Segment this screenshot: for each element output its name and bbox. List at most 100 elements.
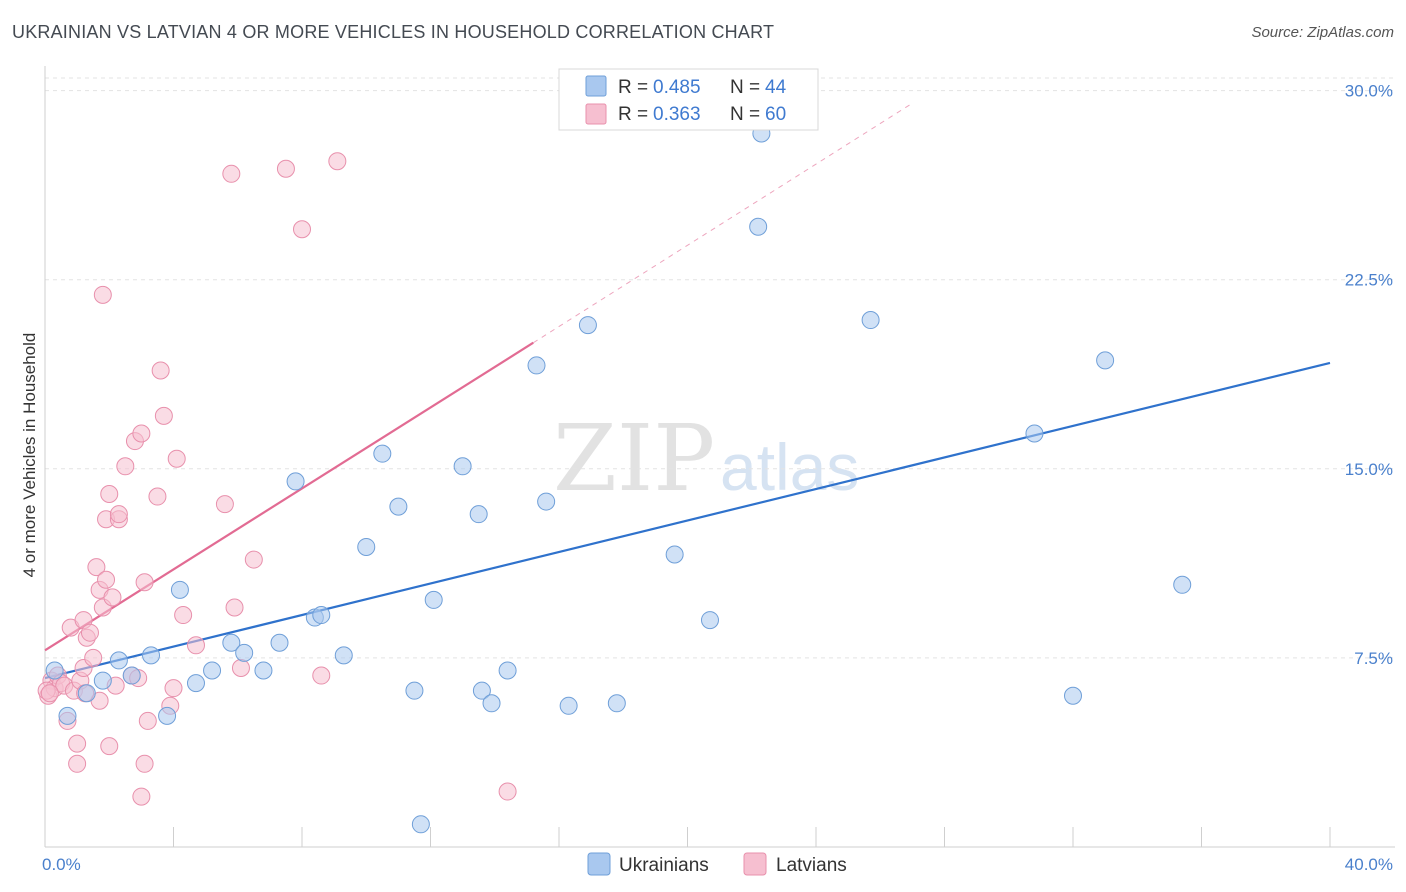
ukrainians-point-2	[77, 684, 96, 703]
ukrainians-point-17	[312, 606, 331, 625]
ukrainians-point-11	[222, 633, 241, 652]
ukrainians-point-35	[665, 545, 684, 564]
y-tick-label-3: 30.0%	[1345, 82, 1393, 101]
latvians-point-38	[138, 711, 157, 730]
source-label: Source: ZipAtlas.com	[1251, 24, 1394, 41]
legend-n-value-ukrainians: 44	[765, 77, 787, 98]
ukrainians-point-29	[498, 661, 517, 680]
ukrainians-point-0	[45, 661, 64, 680]
trend-line-latvians	[44, 341, 534, 652]
ukrainians-point-4	[109, 651, 128, 670]
ukrainians-point-22	[405, 681, 424, 700]
series-legend: Ukrainians Latvians	[587, 852, 847, 876]
stats-legend: R = 0.485 N = 44 R = 0.363 N = 60	[558, 68, 819, 131]
x-tick-labels: 0.0% 40.0%	[42, 855, 1393, 874]
latvians-point-49	[225, 598, 244, 617]
ukrainians-point-19	[357, 537, 376, 556]
latvians-points	[37, 152, 517, 806]
ukrainians-point-21	[389, 497, 408, 516]
ukrainians-point-14	[270, 633, 289, 652]
ukrainians-point-28	[482, 694, 501, 713]
y-tick-label-1: 15.0%	[1345, 460, 1393, 479]
x-tick-label-min: 0.0%	[42, 855, 81, 874]
ukrainians-point-41	[1096, 351, 1115, 370]
latvians-point-39	[148, 487, 167, 506]
ukrainians-point-23	[411, 815, 430, 834]
latvians-point-21	[93, 285, 112, 304]
latvians-point-48	[222, 164, 241, 183]
legend-n-value-latvians: 60	[765, 104, 786, 125]
ukrainians-point-32	[559, 696, 578, 715]
ukrainians-point-9	[186, 674, 205, 693]
legend-r-label-latvians: R =	[618, 104, 648, 125]
x-tick-label-max: 40.0%	[1345, 855, 1393, 874]
ukrainians-point-26	[469, 505, 488, 524]
legend-n-label-ukrainians: N =	[730, 77, 760, 98]
ukrainians-point-42	[1173, 575, 1192, 594]
latvians-point-58	[40, 684, 59, 703]
latvians-point-16	[84, 648, 103, 667]
latvians-point-55	[328, 152, 347, 171]
ukrainians-point-20	[373, 444, 392, 463]
latvians-point-43	[164, 679, 183, 698]
ukrainians-point-30	[527, 356, 546, 375]
latvians-point-56	[498, 782, 517, 801]
latvians-point-24	[100, 737, 119, 756]
legend-n-label-latvians: N =	[730, 104, 760, 125]
ukrainians-point-31	[537, 492, 556, 511]
y-tick-label-2: 22.5%	[1345, 271, 1393, 290]
y-tick-labels: 7.5% 15.0% 22.5% 30.0%	[1345, 82, 1393, 668]
ukrainians-point-13	[254, 661, 273, 680]
bottom-legend-swatch-latvians	[743, 852, 767, 876]
bottom-legend-swatch-ukrainians	[587, 852, 611, 876]
bottom-legend-ukrainians: Ukrainians	[619, 855, 709, 876]
ukrainians-point-8	[170, 580, 189, 599]
latvians-point-51	[244, 550, 263, 569]
ukrainians-point-36	[700, 611, 719, 630]
trend-line-ukrainians	[44, 361, 1331, 680]
ukrainians-point-15	[286, 472, 305, 491]
latvians-point-26	[103, 588, 122, 607]
ukrainians-point-24	[424, 590, 443, 609]
ukrainians-point-5	[122, 666, 141, 685]
latvians-point-30	[116, 457, 135, 476]
latvians-point-44	[167, 449, 186, 468]
watermark-zip: ZIP	[553, 405, 715, 512]
ukrainians-point-12	[235, 643, 254, 662]
latvians-point-29	[109, 505, 128, 524]
ukrainians-point-33	[578, 316, 597, 335]
latvians-point-52	[276, 159, 295, 178]
legend-r-value-latvians: 0.363	[653, 104, 701, 125]
latvians-point-53	[293, 220, 311, 239]
latvians-point-54	[312, 666, 331, 685]
gridlines	[45, 77, 1395, 659]
latvians-point-34	[132, 787, 151, 806]
ukrainians-point-39	[1025, 424, 1044, 443]
latvians-point-46	[186, 636, 205, 655]
latvians-point-22	[97, 570, 116, 589]
legend-swatch-latvians	[585, 103, 607, 125]
ukrainians-point-1	[58, 706, 77, 725]
latvians-point-10	[68, 754, 87, 773]
ukrainians-point-18	[334, 646, 353, 665]
ukrainians-point-10	[203, 661, 222, 680]
ukrainians-point-34	[607, 694, 626, 713]
legend-r-label-ukrainians: R =	[618, 77, 648, 98]
ukrainians-point-40	[1064, 686, 1082, 705]
bottom-legend-latvians: Latvians	[776, 855, 847, 876]
latvians-point-50	[231, 658, 250, 677]
y-tick-label-0: 7.5%	[1354, 649, 1393, 668]
latvians-point-45	[174, 606, 193, 625]
chart-title: UKRAINIAN VS LATVIAN 4 OR MORE VEHICLES …	[12, 22, 775, 42]
trend-lines	[44, 102, 1331, 680]
latvians-point-35	[132, 424, 151, 443]
ukrainians-point-3	[93, 671, 112, 690]
latvians-point-47	[215, 495, 234, 514]
ukrainians-point-38	[861, 311, 880, 330]
ukrainians-point-25	[453, 457, 472, 476]
ukrainians-point-7	[158, 706, 177, 725]
latvians-point-41	[154, 406, 173, 425]
latvians-point-25	[100, 485, 119, 504]
latvians-point-15	[80, 623, 99, 642]
